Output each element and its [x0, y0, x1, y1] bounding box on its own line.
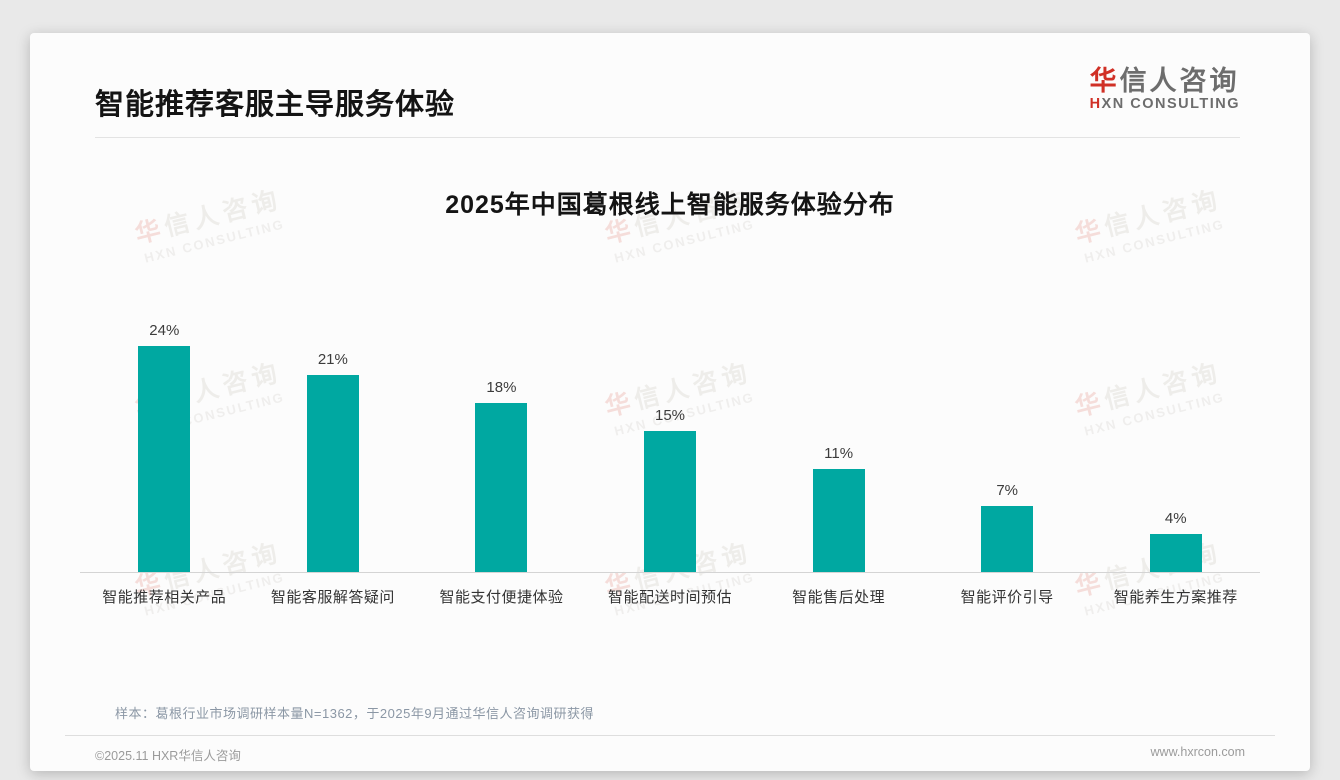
brand-logo-red-char: 华 — [1089, 66, 1120, 96]
page-title: 智能推荐客服主导服务体验 — [95, 89, 456, 121]
header: 智能推荐客服主导服务体验 华信人咨询 HXN CONSULTING — [30, 33, 1310, 123]
category-label: 智能售后处理 — [792, 589, 886, 606]
footer-bar: ©2025.11 HXR华信人咨询 www.hxrcon.com — [95, 745, 1245, 764]
brand-logo-gray-chars: 信人咨询 — [1119, 66, 1240, 96]
category-label: 智能配送时间预估 — [608, 589, 733, 606]
brand-logo: 华信人咨询 HXN CONSULTING — [1090, 67, 1240, 113]
bar — [475, 402, 528, 572]
bar-value-label: 7% — [996, 482, 1019, 500]
bar-column: 7% — [923, 482, 1092, 572]
bar — [644, 431, 697, 572]
bar-column: 24% — [80, 322, 249, 572]
bar-column: 18% — [417, 379, 586, 572]
bar-chart: 24% 21% 18% 15% 11% 7% 4% — [80, 243, 1260, 573]
bar — [138, 346, 191, 572]
category-label: 智能客服解答疑问 — [270, 589, 395, 606]
bar-column: 4% — [1091, 510, 1260, 572]
brand-logo-red-letter: H — [1089, 96, 1102, 113]
bar-value-label: 15% — [655, 407, 686, 424]
bar — [812, 468, 865, 572]
sample-note: 样本：葛根行业市场调研样本量N=1362，于2025年9月通过华信人咨询调研获得 — [115, 706, 595, 721]
footer-divider — [65, 735, 1275, 736]
category-axis: 智能推荐相关产品 智能客服解答疑问 智能支付便捷体验 智能配送时间预估 智能售后处理 智能… — [80, 573, 1260, 607]
category-label: 智能养生方案推荐 — [1113, 589, 1238, 606]
chart-title: 2025年中国葛根线上智能服务体验分布 — [445, 191, 895, 219]
category-label: 智能支付便捷体验 — [439, 589, 564, 606]
brand-logo-gray-letters: XN CONSULTING — [1101, 96, 1240, 113]
bar-value-label: 24% — [149, 322, 180, 340]
bar-value-label: 4% — [1164, 510, 1187, 528]
bar-value-label: 18% — [486, 378, 517, 396]
bar-value-label: 11% — [824, 444, 854, 462]
slide-card: 华信人咨询 HXN CONSULTING 华信人咨询 HXN CONSULTING 华信… — [30, 33, 1310, 771]
header-divider — [95, 137, 1240, 138]
category-label: 智能推荐相关产品 — [102, 589, 227, 606]
bar-column: 21% — [249, 351, 418, 572]
brand-logo-chinese: 华信人咨询 — [1090, 67, 1240, 95]
bar — [1149, 534, 1202, 572]
bar — [306, 374, 359, 572]
bar-column: 11% — [754, 445, 923, 572]
bar-value-label: 21% — [317, 350, 348, 368]
brand-logo-english: HXN CONSULTING — [1090, 97, 1240, 112]
bar-column: 15% — [586, 407, 755, 572]
bar — [981, 506, 1034, 572]
category-label: 智能评价引导 — [960, 589, 1054, 606]
website-link[interactable]: www.hxrcon.com — [1150, 745, 1245, 759]
copyright-text: ©2025.11 HXR华信人咨询 — [95, 749, 241, 763]
